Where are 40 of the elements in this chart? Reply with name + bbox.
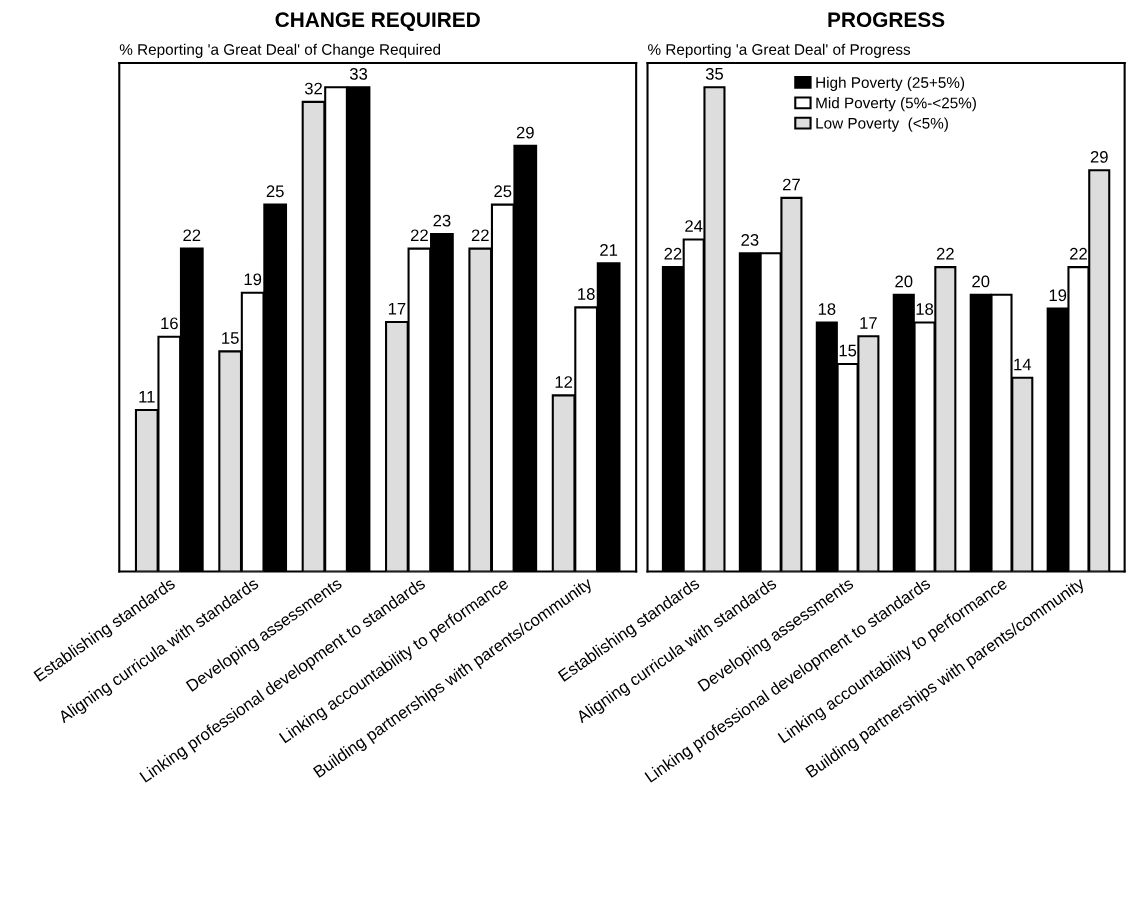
data-label: 33 xyxy=(349,67,368,80)
data-label: 35 xyxy=(705,67,724,80)
data-label: 11 xyxy=(139,390,155,403)
data-label: 18 xyxy=(916,303,934,315)
data-label: 20 xyxy=(972,275,990,288)
data-label: 22 xyxy=(410,229,428,242)
data-label: 18 xyxy=(818,303,836,315)
chart-title: PROGRESS xyxy=(828,12,945,28)
data-label: 14 xyxy=(1014,358,1032,371)
data-label: 19 xyxy=(244,273,262,286)
data-label: 23 xyxy=(433,214,451,227)
data-label: 20 xyxy=(895,275,913,288)
data-label: 12 xyxy=(555,376,573,388)
data-label: 22 xyxy=(183,229,201,242)
data-label: 21 xyxy=(600,244,618,256)
chart-subtitle: % Reporting 'a Great Deal' of Progress xyxy=(648,43,911,58)
data-label: 16 xyxy=(161,317,178,330)
data-label: 17 xyxy=(860,317,877,329)
data-label: 29 xyxy=(516,126,534,139)
data-label: 27 xyxy=(783,178,800,191)
data-label: 23 xyxy=(741,233,759,246)
chart-title: CHANGE REQUIRED xyxy=(275,12,480,31)
data-label: 15 xyxy=(839,344,857,357)
legend-label: High Poverty (25+5%) xyxy=(816,76,965,91)
data-label: 22 xyxy=(471,229,489,242)
data-label: 25 xyxy=(266,185,284,198)
data-label: 22 xyxy=(1070,247,1087,260)
data-label: 18 xyxy=(578,288,595,300)
legend-label: Mid Poverty (5%-<25%) xyxy=(816,97,976,112)
data-label: 32 xyxy=(304,82,322,95)
data-label: 22 xyxy=(664,247,682,260)
chart-subtitle: % Reporting 'a Great Deal' of Change Required xyxy=(119,43,441,58)
data-label: 17 xyxy=(388,302,406,315)
data-label: 29 xyxy=(1090,150,1108,163)
data-label: 22 xyxy=(936,247,954,260)
legend-label: Low Poverty (<5%) xyxy=(816,117,948,132)
data-label: 25 xyxy=(494,185,512,198)
data-label: 19 xyxy=(1049,289,1067,302)
data-label: 15 xyxy=(222,332,239,344)
data-label: 24 xyxy=(685,220,703,232)
